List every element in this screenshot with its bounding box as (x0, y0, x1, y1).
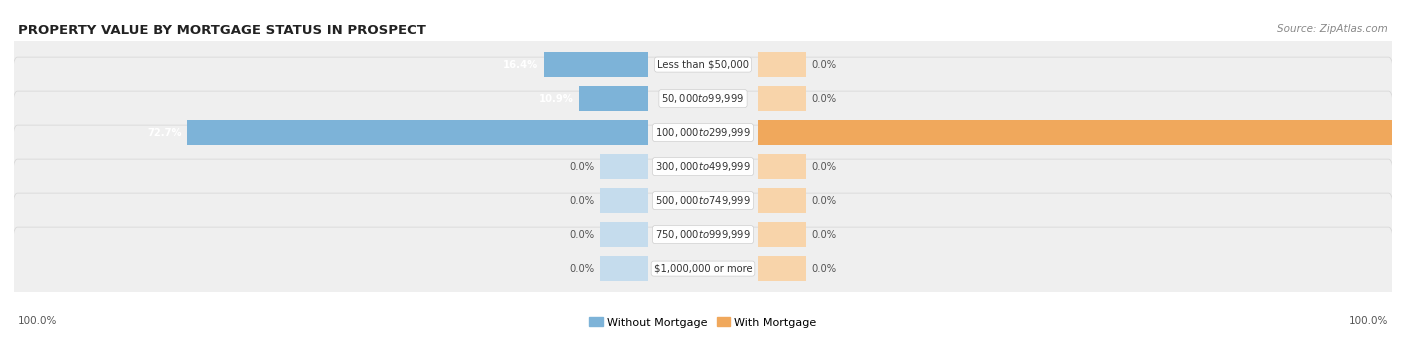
FancyBboxPatch shape (13, 159, 1393, 242)
Bar (187, 120, 648, 145)
Bar (758, 52, 807, 77)
Text: 0.0%: 0.0% (811, 195, 837, 206)
FancyBboxPatch shape (13, 23, 1393, 106)
Text: $100,000 to $299,999: $100,000 to $299,999 (655, 126, 751, 139)
Legend: Without Mortgage, With Mortgage: Without Mortgage, With Mortgage (585, 313, 821, 332)
Text: 72.7%: 72.7% (148, 128, 181, 138)
Bar (544, 52, 648, 77)
Text: Less than $50,000: Less than $50,000 (657, 59, 749, 70)
Bar (599, 222, 648, 247)
Bar (599, 154, 648, 179)
FancyBboxPatch shape (13, 125, 1393, 208)
Bar (579, 86, 648, 111)
Bar (758, 154, 807, 179)
Text: $750,000 to $999,999: $750,000 to $999,999 (655, 228, 751, 241)
Bar (599, 120, 648, 145)
Text: 0.0%: 0.0% (811, 162, 837, 172)
Text: 100.0%: 100.0% (1398, 128, 1406, 138)
Bar (758, 256, 807, 281)
Text: 100.0%: 100.0% (18, 316, 58, 326)
Text: 0.0%: 0.0% (569, 162, 595, 172)
Text: 0.0%: 0.0% (811, 264, 837, 274)
Bar (599, 188, 648, 213)
FancyBboxPatch shape (13, 193, 1393, 276)
FancyBboxPatch shape (13, 57, 1393, 140)
Bar (758, 86, 807, 111)
Bar (758, 120, 807, 145)
Text: 0.0%: 0.0% (569, 230, 595, 240)
Text: 0.0%: 0.0% (811, 94, 837, 104)
FancyBboxPatch shape (13, 227, 1393, 310)
FancyBboxPatch shape (13, 91, 1393, 174)
Text: 100.0%: 100.0% (1348, 316, 1388, 326)
Bar (599, 256, 648, 281)
Bar (758, 222, 807, 247)
Text: $500,000 to $749,999: $500,000 to $749,999 (655, 194, 751, 207)
Text: 0.0%: 0.0% (811, 230, 837, 240)
Text: PROPERTY VALUE BY MORTGAGE STATUS IN PROSPECT: PROPERTY VALUE BY MORTGAGE STATUS IN PRO… (18, 24, 426, 37)
Text: 0.0%: 0.0% (569, 264, 595, 274)
Text: 16.4%: 16.4% (503, 59, 538, 70)
Text: $300,000 to $499,999: $300,000 to $499,999 (655, 160, 751, 173)
Text: 0.0%: 0.0% (569, 195, 595, 206)
Bar (599, 52, 648, 77)
Bar (599, 86, 648, 111)
Text: $50,000 to $99,999: $50,000 to $99,999 (661, 92, 745, 105)
Bar (758, 188, 807, 213)
Text: Source: ZipAtlas.com: Source: ZipAtlas.com (1277, 24, 1388, 34)
Text: 0.0%: 0.0% (811, 59, 837, 70)
Bar (758, 120, 1392, 145)
Text: 10.9%: 10.9% (538, 94, 574, 104)
Text: $1,000,000 or more: $1,000,000 or more (654, 264, 752, 274)
